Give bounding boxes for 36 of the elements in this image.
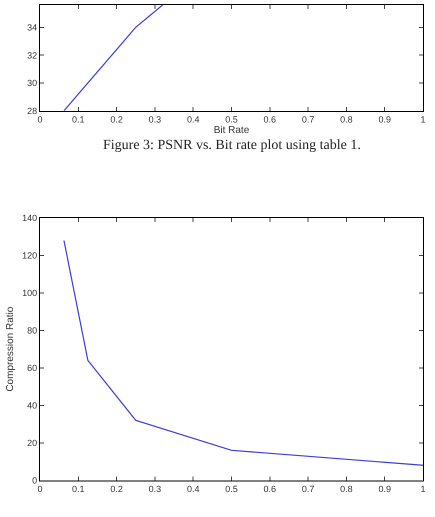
caption: Figure 3: PSNR vs. Bit rate plot using table 1. bbox=[103, 138, 361, 153]
x-tick-label: 0.4 bbox=[186, 114, 200, 125]
y-tick-label: 28 bbox=[27, 106, 38, 116]
y-tick-label: 34 bbox=[27, 22, 38, 32]
x-tick-label: 1 bbox=[420, 114, 426, 125]
y-tick-label: 40 bbox=[27, 400, 38, 410]
x-tick-label: 0.9 bbox=[378, 114, 391, 125]
x-tick-label: 0.6 bbox=[264, 114, 276, 125]
x-tick-label: 0.7 bbox=[302, 114, 314, 125]
y-tick-label: 80 bbox=[27, 326, 38, 336]
y-axis-title: Compression Ratio bbox=[5, 306, 16, 392]
x-tick-label: 0.6 bbox=[264, 484, 276, 494]
y-tick-label: 30 bbox=[27, 78, 38, 88]
x-tick-label: 0.8 bbox=[340, 114, 353, 125]
x-tick-label: 0.7 bbox=[302, 484, 314, 494]
y-tick-label: 0 bbox=[32, 475, 38, 486]
x-tick-label: 0.2 bbox=[110, 114, 123, 125]
x-tick-label: 1 bbox=[420, 484, 426, 494]
x-tick-label: 0.8 bbox=[340, 484, 353, 494]
y-tick-label: 60 bbox=[27, 363, 38, 374]
x-tick-label: 0.4 bbox=[186, 484, 200, 494]
x-tick-label: 0.1 bbox=[72, 114, 85, 125]
y-tick-label: 20 bbox=[27, 438, 38, 448]
x-tick-label: 0.3 bbox=[148, 114, 162, 125]
y-tick-label: 120 bbox=[22, 250, 38, 261]
y-tick-label: 32 bbox=[27, 50, 38, 60]
x-axis-title: Bit Rate bbox=[214, 125, 250, 136]
x-tick-label: 0.5 bbox=[225, 484, 238, 494]
x-tick-label: 0.9 bbox=[378, 484, 391, 494]
x-tick-label: 0.2 bbox=[110, 484, 123, 494]
x-tick-label: 0.5 bbox=[225, 114, 238, 125]
y-tick-label: 100 bbox=[22, 288, 38, 298]
line-series bbox=[63, 240, 423, 466]
x-tick-label: 0.1 bbox=[72, 484, 85, 494]
y-tick-label: 140 bbox=[22, 213, 38, 224]
x-tick-label: 0.3 bbox=[148, 484, 162, 494]
